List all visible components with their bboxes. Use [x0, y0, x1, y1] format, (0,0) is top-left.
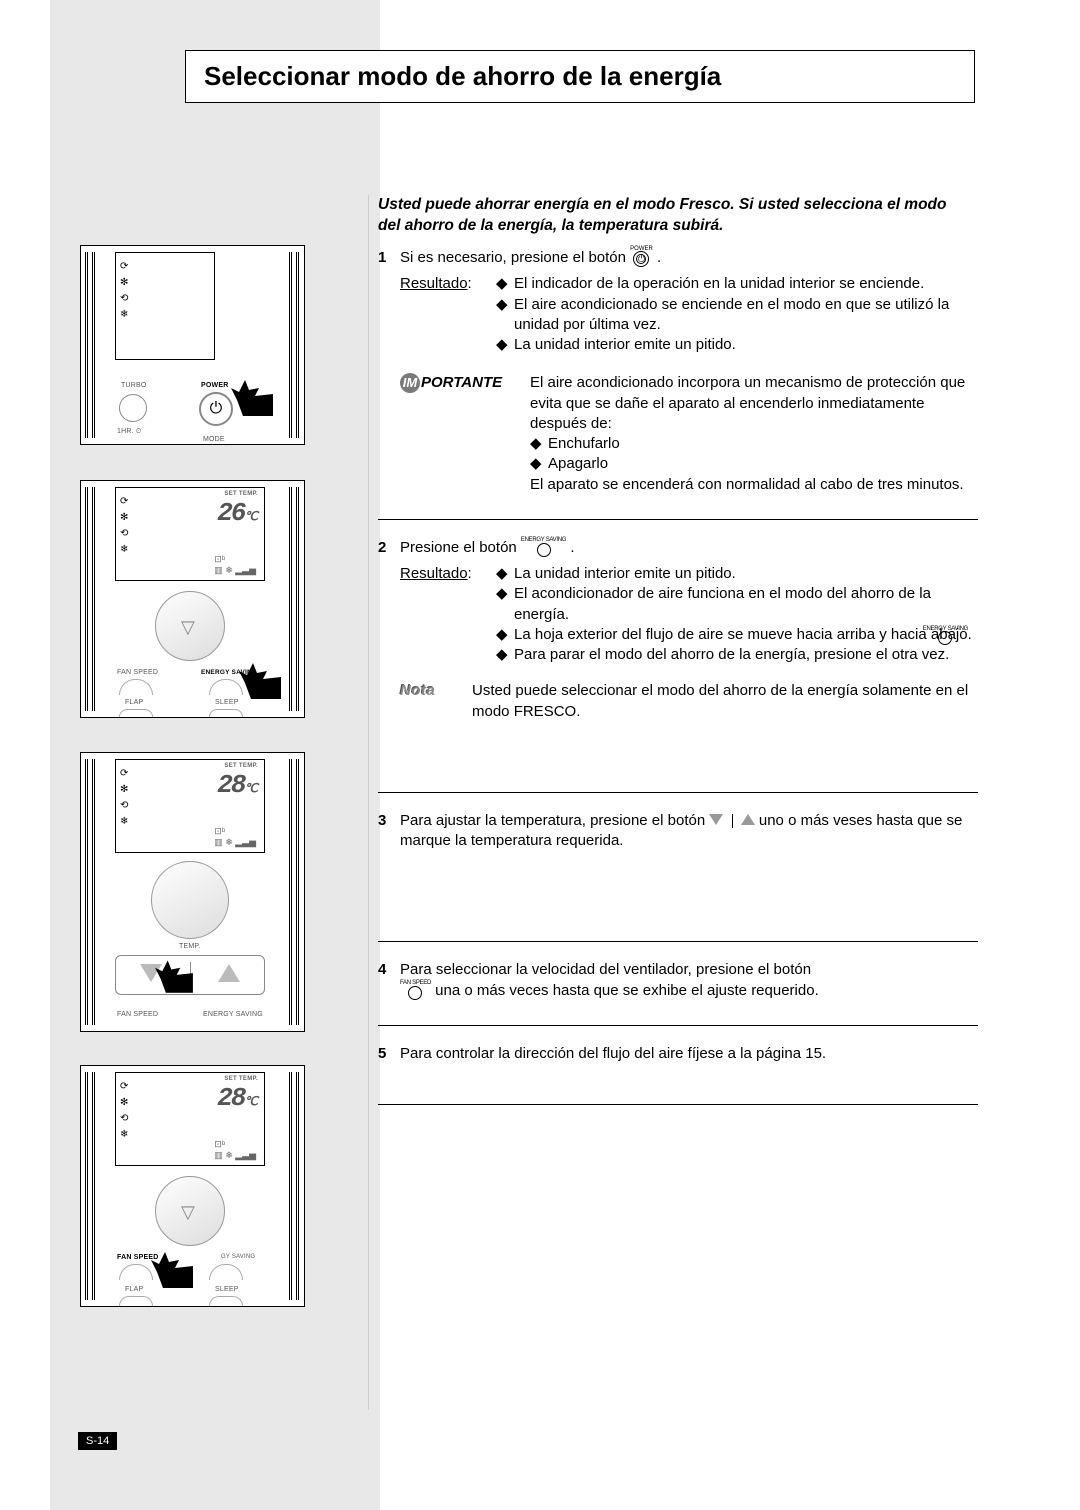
- temp-up-button: [218, 964, 240, 987]
- page-title: Seleccionar modo de ahorro de la energía: [204, 61, 956, 92]
- dial: [151, 861, 229, 939]
- divider: [378, 1025, 978, 1026]
- step-4: 4 Para seleccionar la velocidad del vent…: [378, 960, 978, 1001]
- divider: [378, 941, 978, 942]
- step1-result-list: ◆El indicador de la operación en la unid…: [496, 274, 978, 355]
- energy-saving-button-icon: ENERGY SAVING: [521, 538, 566, 557]
- nota-text: Usted puede seleccionar el modo del ahor…: [472, 681, 978, 722]
- fan-speed-button-icon: FAN SPEED: [400, 981, 431, 1000]
- energy-saving-button-icon: ENERGY SAVING: [923, 627, 968, 646]
- nota-block: Nota Usted puede seleccionar el modo del…: [400, 681, 978, 722]
- power-button-icon: POWER ⏻: [630, 247, 653, 267]
- title-box: Seleccionar modo de ahorro de la energía: [185, 50, 975, 103]
- finger-pointer-icon: [237, 657, 283, 699]
- temp-down-icon: [709, 810, 723, 830]
- separator-icon: [732, 814, 733, 828]
- step2-text-b: .: [570, 539, 574, 556]
- importante-block: IMPORTANTE El aire acondicionado incorpo…: [400, 373, 978, 495]
- step-5: 5 Para controlar la dirección del flujo …: [378, 1044, 978, 1064]
- lcd-status-icons: ⊡ᵇ▥ ❄ ▂▃▅: [214, 554, 256, 576]
- step2-result-list: ◆La unidad interior emite un pitido. ◆El…: [496, 564, 978, 665]
- nota-label: Nota: [400, 681, 472, 722]
- step2-text-a: Presione el botón: [400, 539, 521, 556]
- content-column: 1 Si es necesario, presione el botón POW…: [378, 248, 978, 1123]
- finger-pointer-icon: [149, 1246, 195, 1288]
- fan-speed-button: [119, 679, 153, 695]
- step-2: 2 Presione el botón ENERGY SAVING . Resu…: [378, 538, 978, 722]
- step-num: 2: [378, 538, 400, 722]
- importante-label: IMPORTANTE: [400, 373, 530, 495]
- finger-pointer-icon: [153, 955, 194, 993]
- energy-saving-button: [209, 1264, 243, 1280]
- step-num: 1: [378, 248, 400, 495]
- page-number: S-14: [78, 1432, 117, 1450]
- divider: [378, 519, 978, 520]
- importante-tail: El aparato se encenderá con normalidad a…: [530, 475, 978, 495]
- fan-speed-button: [119, 1264, 153, 1280]
- step-body: Si es necesario, presione el botón POWER…: [400, 248, 978, 495]
- intro-text: Usted puede ahorrar energía en el modo F…: [378, 195, 968, 237]
- power-button: ⏻: [199, 392, 233, 426]
- temp-up-icon: [741, 810, 755, 830]
- column-divider: [368, 195, 369, 1410]
- resultado-label: Resultado:: [400, 274, 496, 355]
- step1-text-a: Si es necesario, presione el botón: [400, 249, 630, 266]
- step-3: 3 Para ajustar la temperatura, presione …: [378, 811, 978, 852]
- mode-icons: ⟳✻⟲❄: [120, 259, 128, 323]
- figure-4-remote-fanspeed: ⟳✻⟲❄ SET TEMP. 28℃ ⊡ᵇ▥ ❄ ▂▃▅ ▽ FAN SPEED…: [80, 1065, 305, 1307]
- step-1: 1 Si es necesario, presione el botón POW…: [378, 248, 978, 495]
- importante-lead: El aire acondicionado incorpora un mecan…: [530, 373, 978, 434]
- figure-1-remote-power: ⟳✻⟲❄ TURBO POWER ⏻ 1HR. ⏲ MODE: [80, 245, 305, 445]
- divider: [378, 1104, 978, 1105]
- step1-text-b: .: [657, 249, 661, 266]
- divider: [378, 792, 978, 793]
- figure-2-remote-energy: ⟳✻⟲❄ SET TEMP. 26℃ ⊡ᵇ▥ ❄ ▂▃▅ ▽ FAN SPEED…: [80, 480, 305, 718]
- figure-3-remote-temp: ⟳✻⟲❄ SET TEMP. 28℃ ⊡ᵇ▥ ❄ ▂▃▅ TEMP. FAN S…: [80, 752, 305, 1032]
- finger-pointer-icon: [229, 374, 275, 416]
- turbo-button: [119, 394, 147, 422]
